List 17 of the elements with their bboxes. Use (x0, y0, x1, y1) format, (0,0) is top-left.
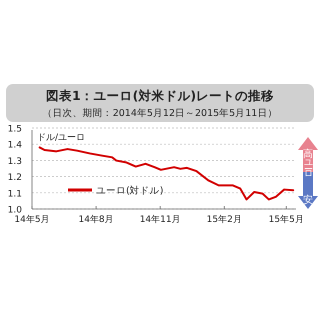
x-tick-label: 14年8月 (78, 214, 114, 225)
chart-title: 図表1：ユーロ(対米ドル)レートの推移 (46, 88, 274, 103)
x-tick-label: 15年5月 (268, 214, 304, 225)
y-tick-label: 1.3 (8, 156, 22, 167)
y-tick-label: 1.1 (8, 189, 22, 200)
chart-subtitle: （日次、期間：2014年5月12日～2015年5月11日） (42, 107, 278, 119)
y-axis-title: ドル/ユーロ (37, 133, 86, 143)
y-tick-label: 1.0 (8, 206, 22, 216)
line-series (38, 146, 294, 200)
text: 安 (303, 194, 313, 206)
x-tick-label: 14年5月 (14, 214, 50, 225)
x-tick-label: 15年2月 (206, 214, 242, 225)
y-tick-label: 1.5 (8, 124, 22, 134)
legend-label: ユーロ(対ドル) (96, 184, 164, 196)
y-tick-label: 1.2 (8, 173, 22, 184)
y-tick-label: 1.4 (8, 140, 22, 151)
x-tick-label: 14年11月 (140, 214, 181, 225)
